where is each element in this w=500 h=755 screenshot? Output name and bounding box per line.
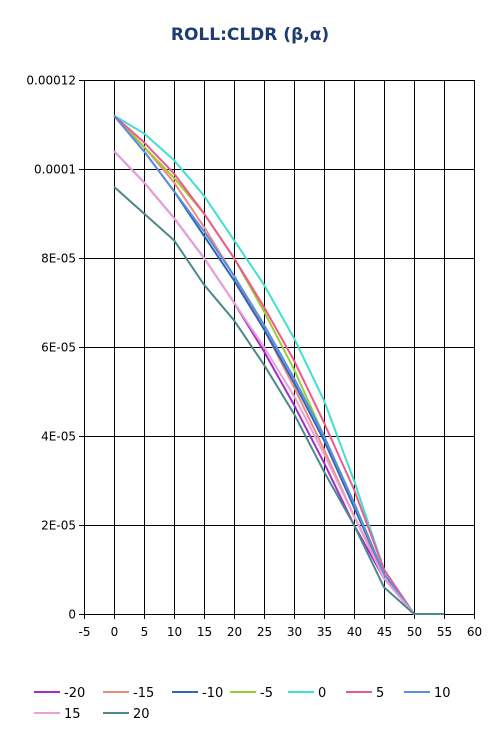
y-tick-label: 6E-05 bbox=[41, 341, 76, 355]
legend-item: -5 bbox=[230, 686, 273, 701]
x-tick-label: 40 bbox=[347, 625, 362, 639]
series-line--10 bbox=[113, 114, 444, 615]
x-tick-label: 45 bbox=[377, 625, 392, 639]
legend-label: -20 bbox=[64, 686, 85, 701]
legend-item: -15 bbox=[103, 686, 154, 701]
y-tick-label: 0.00012 bbox=[26, 74, 76, 88]
series-line-20 bbox=[113, 186, 444, 615]
legend-item: 0 bbox=[288, 686, 326, 701]
series-line--5 bbox=[113, 114, 444, 615]
chart-title: ROLL:CLDR (β,α) bbox=[171, 25, 329, 45]
series-line-10 bbox=[113, 114, 444, 615]
legend-label: -15 bbox=[133, 686, 154, 701]
legend-label: 5 bbox=[376, 686, 384, 701]
legend-label: 0 bbox=[318, 686, 326, 701]
y-tick-label: 8E-05 bbox=[41, 252, 76, 266]
x-tick-label: 30 bbox=[287, 625, 302, 639]
series-line--15 bbox=[113, 114, 444, 615]
legend-item: -10 bbox=[172, 686, 223, 701]
legend-item: 15 bbox=[34, 707, 81, 722]
legend-item: 10 bbox=[404, 686, 451, 701]
x-tick-label: 25 bbox=[257, 625, 272, 639]
legend: -20 -15 -10 -5 0 5 10 15 20 bbox=[34, 686, 451, 722]
y-tick-label: 0 bbox=[68, 608, 76, 622]
x-tick-label: 35 bbox=[317, 625, 332, 639]
series-line-15 bbox=[113, 150, 444, 615]
legend-label: -10 bbox=[202, 686, 223, 701]
legend-label: 15 bbox=[64, 707, 81, 722]
legend-item: 20 bbox=[103, 707, 150, 722]
y-tick-label: 4E-05 bbox=[41, 430, 76, 444]
x-tick-label: 55 bbox=[437, 625, 452, 639]
x-tick-label: 60 bbox=[467, 625, 482, 639]
axes: -5 0 5 10 15 20 25 30 35 40 45 50 55 6002E-054E-056E-… bbox=[26, 74, 482, 640]
legend-label: 20 bbox=[133, 707, 150, 722]
x-tick-label: 15 bbox=[197, 625, 212, 639]
x-tick-label: 5 bbox=[141, 625, 149, 639]
legend-item: 5 bbox=[346, 686, 384, 701]
y-tick-label: 0.0001 bbox=[34, 163, 76, 177]
legend-item: -20 bbox=[34, 686, 85, 701]
legend-label: -5 bbox=[260, 686, 273, 701]
x-tick-label: 10 bbox=[167, 625, 182, 639]
x-tick-label: 20 bbox=[227, 625, 242, 639]
y-tick-label: 2E-05 bbox=[41, 519, 76, 533]
series-line-0 bbox=[113, 114, 444, 615]
series-line--20 bbox=[113, 150, 444, 615]
legend-label: 10 bbox=[434, 686, 451, 701]
x-tick-label: 50 bbox=[407, 625, 422, 639]
plot-area bbox=[113, 114, 444, 615]
x-tick-label: 0 bbox=[111, 625, 119, 639]
x-tick-label: -5 bbox=[79, 625, 91, 639]
series-line-5 bbox=[113, 114, 444, 615]
grid bbox=[79, 80, 475, 619]
